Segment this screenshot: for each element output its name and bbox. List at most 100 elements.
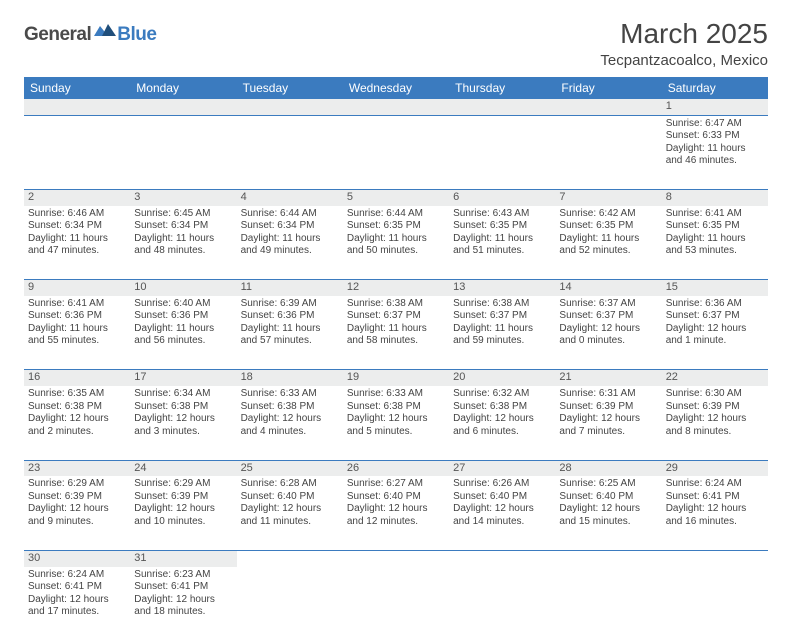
day-number: 3 bbox=[134, 191, 140, 203]
daylight-text: Daylight: 12 hours and 9 minutes. bbox=[28, 503, 126, 528]
day-details-cell bbox=[555, 115, 661, 189]
day-details-cell: Sunrise: 6:29 AMSunset: 6:39 PMDaylight:… bbox=[24, 476, 130, 550]
daylight-text: Daylight: 12 hours and 18 minutes. bbox=[134, 594, 232, 619]
day-number: 9 bbox=[28, 281, 34, 293]
day-details-cell: Sunrise: 6:38 AMSunset: 6:37 PMDaylight:… bbox=[343, 296, 449, 370]
day-details-cell bbox=[343, 567, 449, 641]
daylight-text: Daylight: 12 hours and 12 minutes. bbox=[347, 503, 445, 528]
day-number: 2 bbox=[28, 191, 34, 203]
day-details-cell: Sunrise: 6:33 AMSunset: 6:38 PMDaylight:… bbox=[343, 386, 449, 460]
logo-text-blue: Blue bbox=[117, 24, 156, 46]
sunset-text: Sunset: 6:37 PM bbox=[559, 310, 657, 323]
weekday-header: Sunday bbox=[24, 77, 130, 99]
day-number: 16 bbox=[28, 371, 40, 383]
day-number-cell: 4 bbox=[237, 189, 343, 205]
daylight-text: Daylight: 11 hours and 57 minutes. bbox=[241, 323, 339, 348]
day-number: 30 bbox=[28, 552, 40, 564]
weekday-header: Thursday bbox=[449, 77, 555, 99]
day-details-cell bbox=[449, 115, 555, 189]
daylight-text: Daylight: 12 hours and 11 minutes. bbox=[241, 503, 339, 528]
daylight-text: Daylight: 12 hours and 5 minutes. bbox=[347, 413, 445, 438]
day-number-cell: 19 bbox=[343, 370, 449, 386]
daylight-text: Daylight: 11 hours and 51 minutes. bbox=[453, 233, 551, 258]
sunset-text: Sunset: 6:39 PM bbox=[559, 401, 657, 414]
sunrise-text: Sunrise: 6:38 AM bbox=[453, 298, 551, 311]
sunrise-text: Sunrise: 6:38 AM bbox=[347, 298, 445, 311]
day-number: 26 bbox=[347, 462, 359, 474]
day-number-cell: 18 bbox=[237, 370, 343, 386]
day-number: 4 bbox=[241, 191, 247, 203]
sunrise-text: Sunrise: 6:44 AM bbox=[241, 208, 339, 221]
day-number-cell bbox=[343, 99, 449, 115]
sunrise-text: Sunrise: 6:35 AM bbox=[28, 388, 126, 401]
title-block: March 2025 Tecpantzacoalco, Mexico bbox=[600, 18, 768, 69]
details-row: Sunrise: 6:47 AMSunset: 6:33 PMDaylight:… bbox=[24, 115, 768, 189]
weekday-header: Friday bbox=[555, 77, 661, 99]
daylight-text: Daylight: 11 hours and 55 minutes. bbox=[28, 323, 126, 348]
sunrise-text: Sunrise: 6:47 AM bbox=[666, 118, 764, 131]
day-number: 22 bbox=[666, 371, 678, 383]
day-details-cell: Sunrise: 6:23 AMSunset: 6:41 PMDaylight:… bbox=[130, 567, 236, 641]
sunset-text: Sunset: 6:39 PM bbox=[134, 491, 232, 504]
daynum-row: 16171819202122 bbox=[24, 370, 768, 386]
sunset-text: Sunset: 6:41 PM bbox=[666, 491, 764, 504]
day-details-cell bbox=[130, 115, 236, 189]
day-number-cell: 1 bbox=[662, 99, 768, 115]
daylight-text: Daylight: 12 hours and 15 minutes. bbox=[559, 503, 657, 528]
daylight-text: Daylight: 11 hours and 46 minutes. bbox=[666, 143, 764, 168]
daylight-text: Daylight: 12 hours and 3 minutes. bbox=[134, 413, 232, 438]
day-number: 27 bbox=[453, 462, 465, 474]
day-number-cell: 10 bbox=[130, 280, 236, 296]
sunrise-text: Sunrise: 6:32 AM bbox=[453, 388, 551, 401]
sunrise-text: Sunrise: 6:41 AM bbox=[666, 208, 764, 221]
logo: General Blue bbox=[24, 24, 156, 46]
sunrise-text: Sunrise: 6:37 AM bbox=[559, 298, 657, 311]
day-number: 13 bbox=[453, 281, 465, 293]
day-details-cell bbox=[24, 115, 130, 189]
day-details-cell: Sunrise: 6:33 AMSunset: 6:38 PMDaylight:… bbox=[237, 386, 343, 460]
day-details-cell bbox=[237, 567, 343, 641]
day-number: 6 bbox=[453, 191, 459, 203]
day-number-cell bbox=[237, 550, 343, 566]
day-number: 20 bbox=[453, 371, 465, 383]
day-number-cell: 14 bbox=[555, 280, 661, 296]
day-details-cell: Sunrise: 6:47 AMSunset: 6:33 PMDaylight:… bbox=[662, 115, 768, 189]
day-number-cell: 13 bbox=[449, 280, 555, 296]
day-number-cell bbox=[343, 550, 449, 566]
day-details-cell: Sunrise: 6:42 AMSunset: 6:35 PMDaylight:… bbox=[555, 206, 661, 280]
day-number-cell: 24 bbox=[130, 460, 236, 476]
daynum-row: 3031 bbox=[24, 550, 768, 566]
sunrise-text: Sunrise: 6:43 AM bbox=[453, 208, 551, 221]
day-number-cell bbox=[449, 550, 555, 566]
daylight-text: Daylight: 12 hours and 7 minutes. bbox=[559, 413, 657, 438]
day-number-cell: 7 bbox=[555, 189, 661, 205]
day-number: 29 bbox=[666, 462, 678, 474]
calendar-table: SundayMondayTuesdayWednesdayThursdayFrid… bbox=[24, 77, 768, 641]
sunset-text: Sunset: 6:38 PM bbox=[134, 401, 232, 414]
daylight-text: Daylight: 11 hours and 56 minutes. bbox=[134, 323, 232, 348]
sunrise-text: Sunrise: 6:42 AM bbox=[559, 208, 657, 221]
sunrise-text: Sunrise: 6:33 AM bbox=[347, 388, 445, 401]
sunrise-text: Sunrise: 6:40 AM bbox=[134, 298, 232, 311]
sunset-text: Sunset: 6:35 PM bbox=[347, 220, 445, 233]
sunrise-text: Sunrise: 6:26 AM bbox=[453, 478, 551, 491]
day-number-cell bbox=[555, 99, 661, 115]
daylight-text: Daylight: 12 hours and 6 minutes. bbox=[453, 413, 551, 438]
details-row: Sunrise: 6:46 AMSunset: 6:34 PMDaylight:… bbox=[24, 206, 768, 280]
day-details-cell: Sunrise: 6:30 AMSunset: 6:39 PMDaylight:… bbox=[662, 386, 768, 460]
sunrise-text: Sunrise: 6:39 AM bbox=[241, 298, 339, 311]
daylight-text: Daylight: 11 hours and 59 minutes. bbox=[453, 323, 551, 348]
day-details-cell: Sunrise: 6:43 AMSunset: 6:35 PMDaylight:… bbox=[449, 206, 555, 280]
day-number-cell: 17 bbox=[130, 370, 236, 386]
day-number-cell: 6 bbox=[449, 189, 555, 205]
day-details-cell: Sunrise: 6:38 AMSunset: 6:37 PMDaylight:… bbox=[449, 296, 555, 370]
sunrise-text: Sunrise: 6:24 AM bbox=[666, 478, 764, 491]
sunset-text: Sunset: 6:36 PM bbox=[28, 310, 126, 323]
daylight-text: Daylight: 12 hours and 8 minutes. bbox=[666, 413, 764, 438]
sunrise-text: Sunrise: 6:29 AM bbox=[134, 478, 232, 491]
day-details-cell bbox=[662, 567, 768, 641]
sunrise-text: Sunrise: 6:34 AM bbox=[134, 388, 232, 401]
day-number-cell: 28 bbox=[555, 460, 661, 476]
daylight-text: Daylight: 11 hours and 48 minutes. bbox=[134, 233, 232, 258]
day-number-cell: 12 bbox=[343, 280, 449, 296]
